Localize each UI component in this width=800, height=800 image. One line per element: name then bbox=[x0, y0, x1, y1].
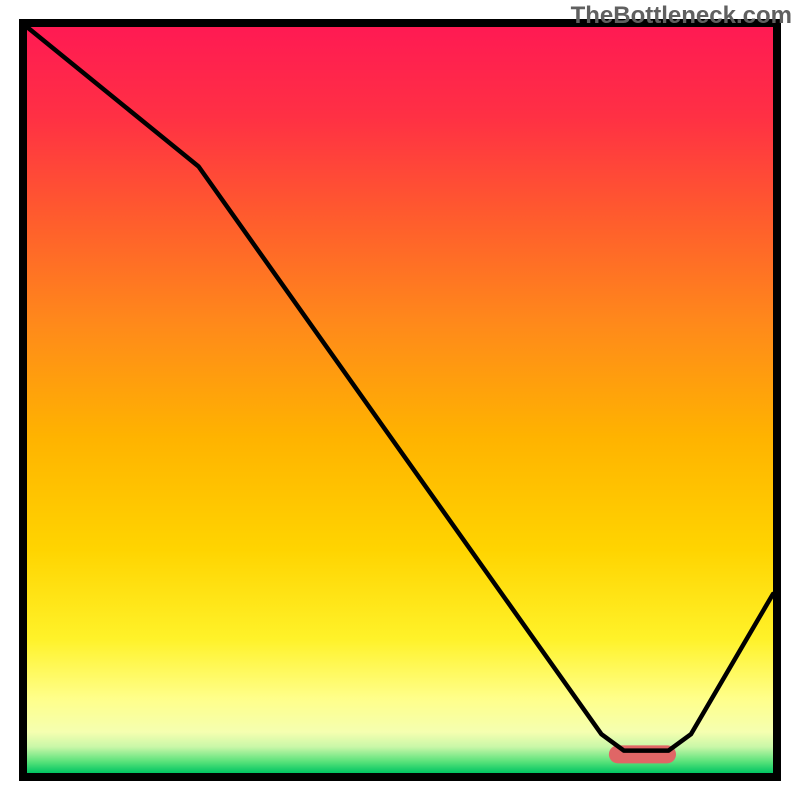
chart-container: TheBottleneck.com bbox=[0, 0, 800, 800]
chart-svg bbox=[0, 0, 800, 800]
watermark-text: TheBottleneck.com bbox=[571, 2, 792, 30]
gradient-background bbox=[27, 27, 773, 773]
